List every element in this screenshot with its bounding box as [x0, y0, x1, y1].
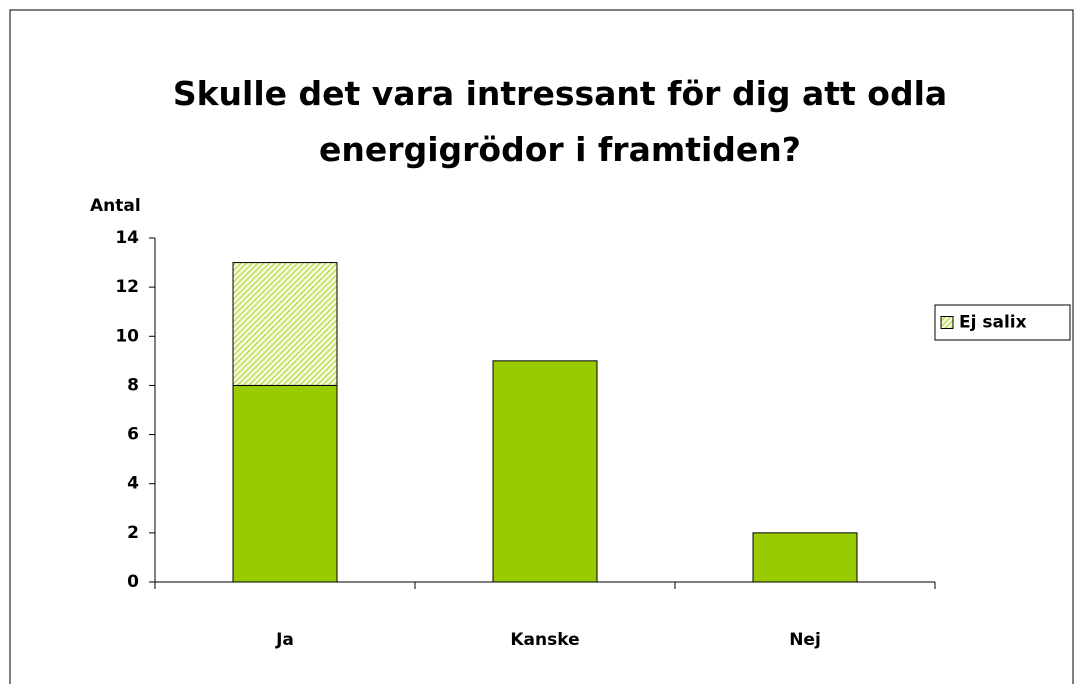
chart-title: Skulle det vara intressant för dig att o… — [172, 74, 948, 169]
y-tick-label: 8 — [127, 375, 139, 395]
bar — [232, 262, 338, 386]
y-tick-label: 12 — [115, 277, 139, 297]
legend-swatch — [940, 316, 954, 329]
x-tick-label: Kanske — [510, 630, 579, 650]
bar — [752, 532, 858, 583]
y-tick-label: 6 — [127, 425, 139, 445]
bar — [492, 360, 598, 583]
y-tick-label: 4 — [127, 474, 139, 494]
x-tick-label: Nej — [789, 630, 821, 650]
bar — [232, 384, 338, 583]
legend-label: Ej salix — [959, 313, 1027, 333]
y-axis-label: Antal — [90, 196, 141, 216]
frame — [9, 9, 1074, 684]
x-tick-label: Ja — [275, 630, 294, 650]
y-tick-label: 10 — [115, 326, 139, 346]
legend-box — [934, 304, 1071, 341]
y-tick-label: 14 — [115, 228, 139, 248]
y-tick-label: 0 — [127, 572, 139, 592]
y-tick-label: 2 — [127, 523, 139, 543]
